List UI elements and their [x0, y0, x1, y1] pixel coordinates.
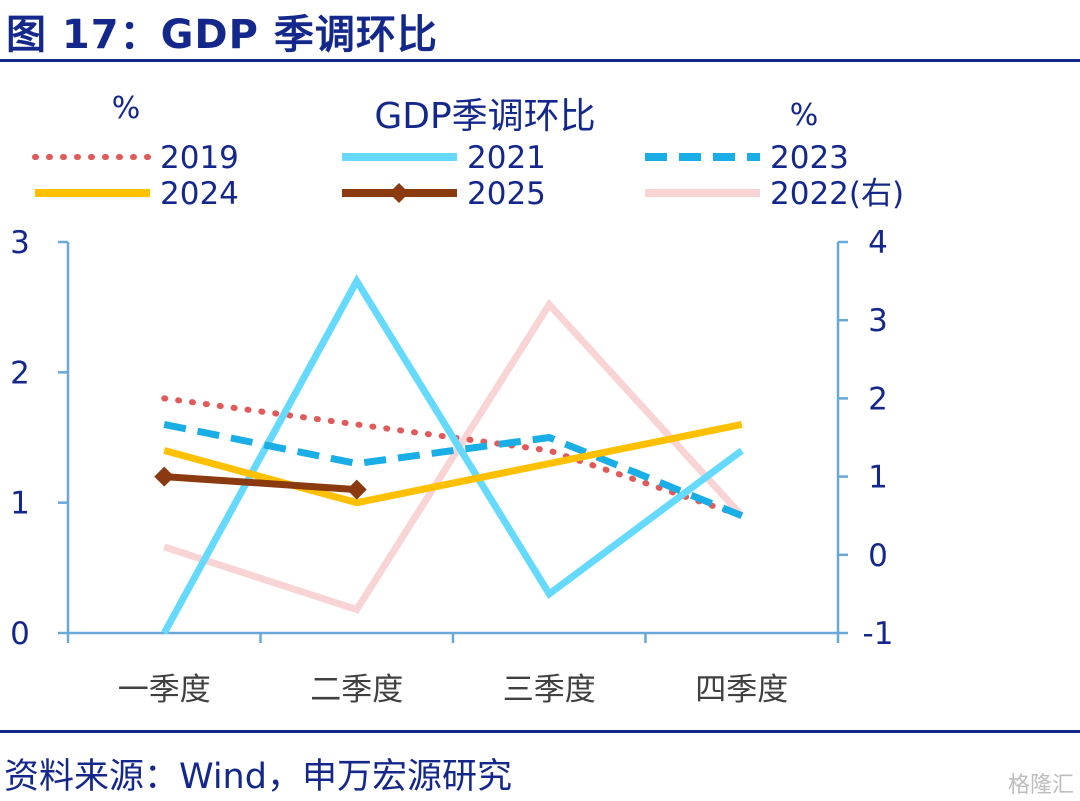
legend-label: 2025	[467, 176, 546, 212]
y-left-tick-label: 0	[10, 616, 30, 652]
legend-item-2021: 2021	[342, 140, 546, 176]
series-2021	[161, 274, 744, 635]
legend-item-2022: 2022(右)	[645, 176, 904, 212]
watermark: 格隆汇	[1007, 773, 1074, 798]
series-line	[164, 473, 357, 494]
data-point	[154, 466, 175, 487]
legend-item-2023: 2023	[645, 140, 849, 176]
legend-label: 2024	[160, 176, 239, 212]
y-right-tick-label: 1	[868, 460, 888, 496]
chart-title: GDP季调环比	[374, 96, 595, 137]
y-left-tick-label: 2	[10, 355, 30, 391]
series-line	[163, 421, 743, 507]
series-2025	[154, 466, 367, 500]
y-right-tick-label: 3	[868, 303, 888, 339]
series-2022	[163, 298, 745, 614]
y-left-unit-label: %	[112, 91, 141, 126]
x-tick-label: 二季度	[310, 672, 403, 708]
y-left-tick-label: 3	[10, 225, 30, 261]
y-right-tick-label: 4	[868, 225, 888, 261]
x-tick-label: 一季度	[118, 672, 211, 708]
series-2024	[163, 421, 743, 507]
data-point	[346, 479, 367, 500]
y-right-unit-label: %	[790, 98, 819, 133]
y-right-tick-label: 0	[868, 538, 888, 574]
source-note: 资料来源：Wind，申万宏源研究	[4, 757, 512, 797]
legend-label: 2021	[467, 140, 546, 176]
series-line	[163, 421, 744, 519]
legend-item-2024: 2024	[35, 176, 239, 212]
series-line	[163, 298, 745, 614]
series-line	[161, 274, 744, 635]
y-right-tick-label: -1	[863, 616, 894, 652]
legend-label: 2023	[770, 140, 849, 176]
figure-title: 图 17：GDP 季调环比	[6, 12, 438, 58]
legend-label: 2019	[160, 140, 239, 176]
legend-label: 2022(右)	[770, 176, 904, 212]
x-tick-label: 四季度	[695, 672, 788, 708]
source-rule	[0, 730, 1080, 733]
x-tick-label: 三季度	[503, 672, 596, 708]
y-right-tick-label: 2	[868, 381, 888, 417]
legend-item-2025: 2025	[342, 176, 546, 212]
series-2023	[163, 421, 744, 519]
legend-marker	[389, 183, 409, 203]
title-rule	[0, 59, 1080, 62]
y-left-tick-label: 1	[10, 486, 30, 522]
legend-item-2019: 2019	[32, 140, 239, 176]
